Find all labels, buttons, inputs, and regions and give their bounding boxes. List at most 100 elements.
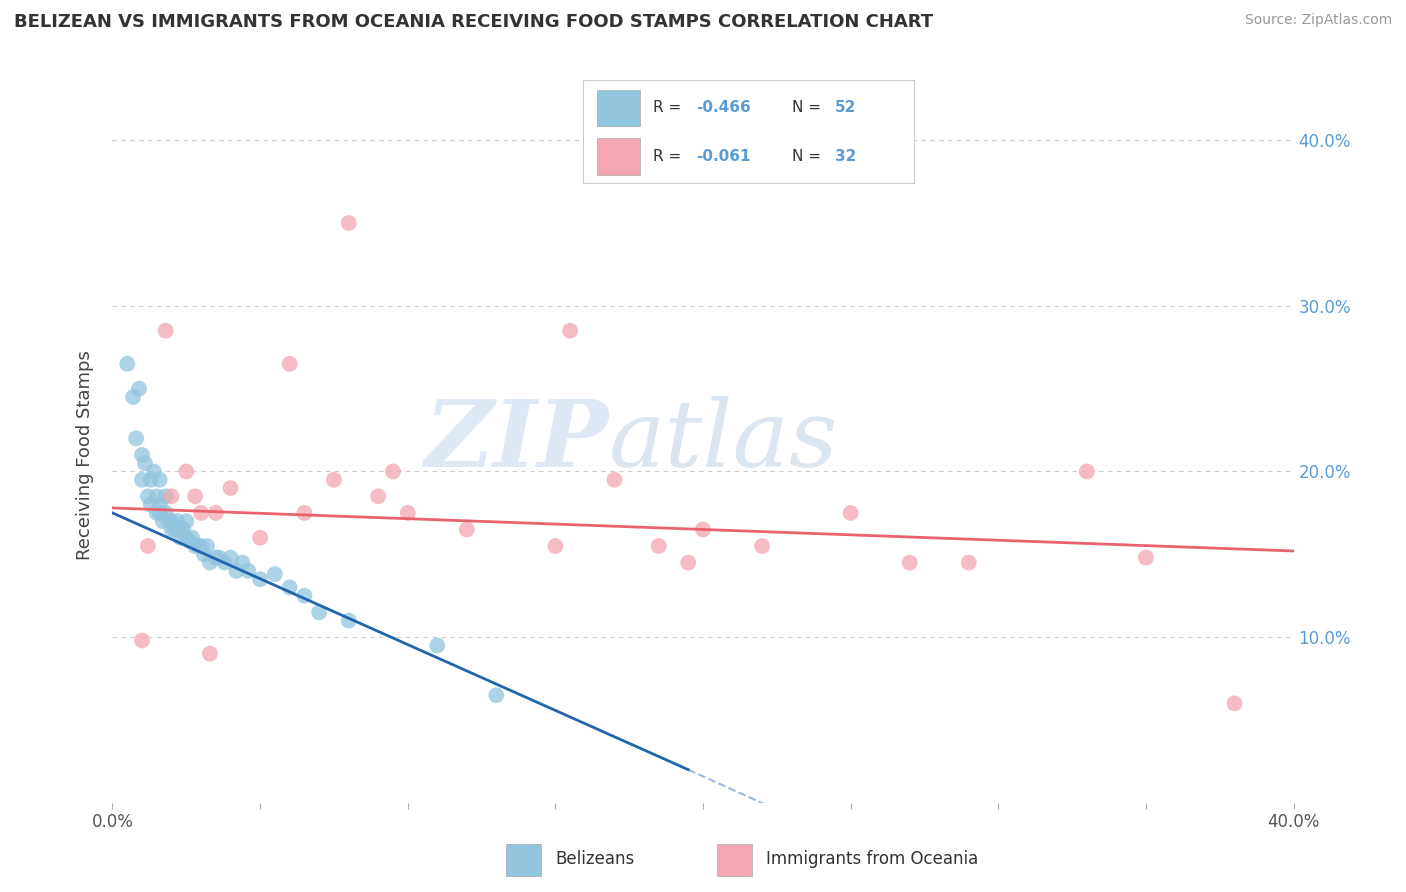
Point <box>172 523 194 537</box>
Text: ZIP: ZIP <box>425 396 609 486</box>
Point <box>122 390 145 404</box>
Point <box>117 357 138 371</box>
Point <box>278 357 301 371</box>
Point <box>174 514 197 528</box>
Point <box>337 614 360 628</box>
Point <box>205 550 228 565</box>
FancyBboxPatch shape <box>596 137 640 175</box>
Point <box>1076 465 1098 479</box>
Text: 32: 32 <box>835 149 856 164</box>
Point <box>181 531 204 545</box>
Point <box>1223 697 1246 711</box>
Point <box>136 539 159 553</box>
Text: BELIZEAN VS IMMIGRANTS FROM OCEANIA RECEIVING FOOD STAMPS CORRELATION CHART: BELIZEAN VS IMMIGRANTS FROM OCEANIA RECE… <box>14 13 934 31</box>
Point <box>198 647 221 661</box>
Text: N =: N = <box>792 149 825 164</box>
Point <box>692 523 714 537</box>
Point <box>249 531 271 545</box>
Point <box>187 539 209 553</box>
Point <box>160 523 183 537</box>
Point <box>308 605 330 619</box>
Text: Source: ZipAtlas.com: Source: ZipAtlas.com <box>1244 13 1392 28</box>
Point <box>166 523 188 537</box>
Point <box>195 539 218 553</box>
Point <box>131 473 153 487</box>
Point <box>214 556 236 570</box>
Point <box>174 531 197 545</box>
Point <box>131 633 153 648</box>
Point <box>292 589 315 603</box>
Point <box>149 473 172 487</box>
Point <box>160 489 183 503</box>
Point <box>485 688 508 702</box>
Point <box>155 489 177 503</box>
Point <box>139 473 162 487</box>
Point <box>1135 550 1157 565</box>
Point <box>751 539 773 553</box>
Point <box>163 523 186 537</box>
Point <box>155 324 177 338</box>
Point <box>136 489 159 503</box>
Point <box>174 465 197 479</box>
Point <box>128 382 150 396</box>
Point <box>544 539 567 553</box>
Point <box>149 498 172 512</box>
Point <box>205 506 228 520</box>
FancyBboxPatch shape <box>596 89 640 127</box>
Point <box>190 539 212 553</box>
Point <box>558 324 582 338</box>
Point <box>134 456 156 470</box>
Point <box>292 506 315 520</box>
Point <box>125 431 148 445</box>
Point <box>142 465 165 479</box>
Text: Belizeans: Belizeans <box>555 849 634 868</box>
Point <box>152 514 174 528</box>
Point <box>146 489 169 503</box>
Point <box>382 465 405 479</box>
Y-axis label: Receiving Food Stamps: Receiving Food Stamps <box>76 350 94 560</box>
Point <box>225 564 247 578</box>
Point <box>139 498 162 512</box>
Point <box>264 567 287 582</box>
Point <box>190 506 212 520</box>
Point <box>323 473 346 487</box>
Text: atlas: atlas <box>609 396 838 486</box>
Point <box>179 534 201 549</box>
Text: 52: 52 <box>835 101 856 115</box>
Point <box>647 539 671 553</box>
Point <box>166 514 188 528</box>
Text: -0.061: -0.061 <box>696 149 751 164</box>
Point <box>249 572 271 586</box>
Text: -0.466: -0.466 <box>696 101 751 115</box>
Point <box>169 531 191 545</box>
Point <box>160 514 183 528</box>
Point <box>678 556 700 570</box>
Point <box>337 216 360 230</box>
Point <box>155 506 177 520</box>
Point <box>146 506 169 520</box>
Point <box>184 489 207 503</box>
Point <box>131 448 153 462</box>
Point <box>219 550 242 565</box>
FancyBboxPatch shape <box>506 844 541 876</box>
Text: R =: R = <box>652 101 686 115</box>
Point <box>367 489 389 503</box>
Point <box>603 473 626 487</box>
Point <box>278 581 301 595</box>
Point <box>208 550 231 565</box>
Point <box>193 547 215 561</box>
Point <box>426 639 449 653</box>
Point <box>184 539 207 553</box>
Point <box>198 556 221 570</box>
Text: R =: R = <box>652 149 686 164</box>
Point <box>238 564 260 578</box>
Point <box>898 556 921 570</box>
Point <box>149 506 172 520</box>
Point <box>456 523 478 537</box>
Point <box>957 556 980 570</box>
Point <box>231 556 253 570</box>
Text: N =: N = <box>792 101 825 115</box>
Point <box>219 481 242 495</box>
Point <box>396 506 419 520</box>
Text: Immigrants from Oceania: Immigrants from Oceania <box>766 849 979 868</box>
